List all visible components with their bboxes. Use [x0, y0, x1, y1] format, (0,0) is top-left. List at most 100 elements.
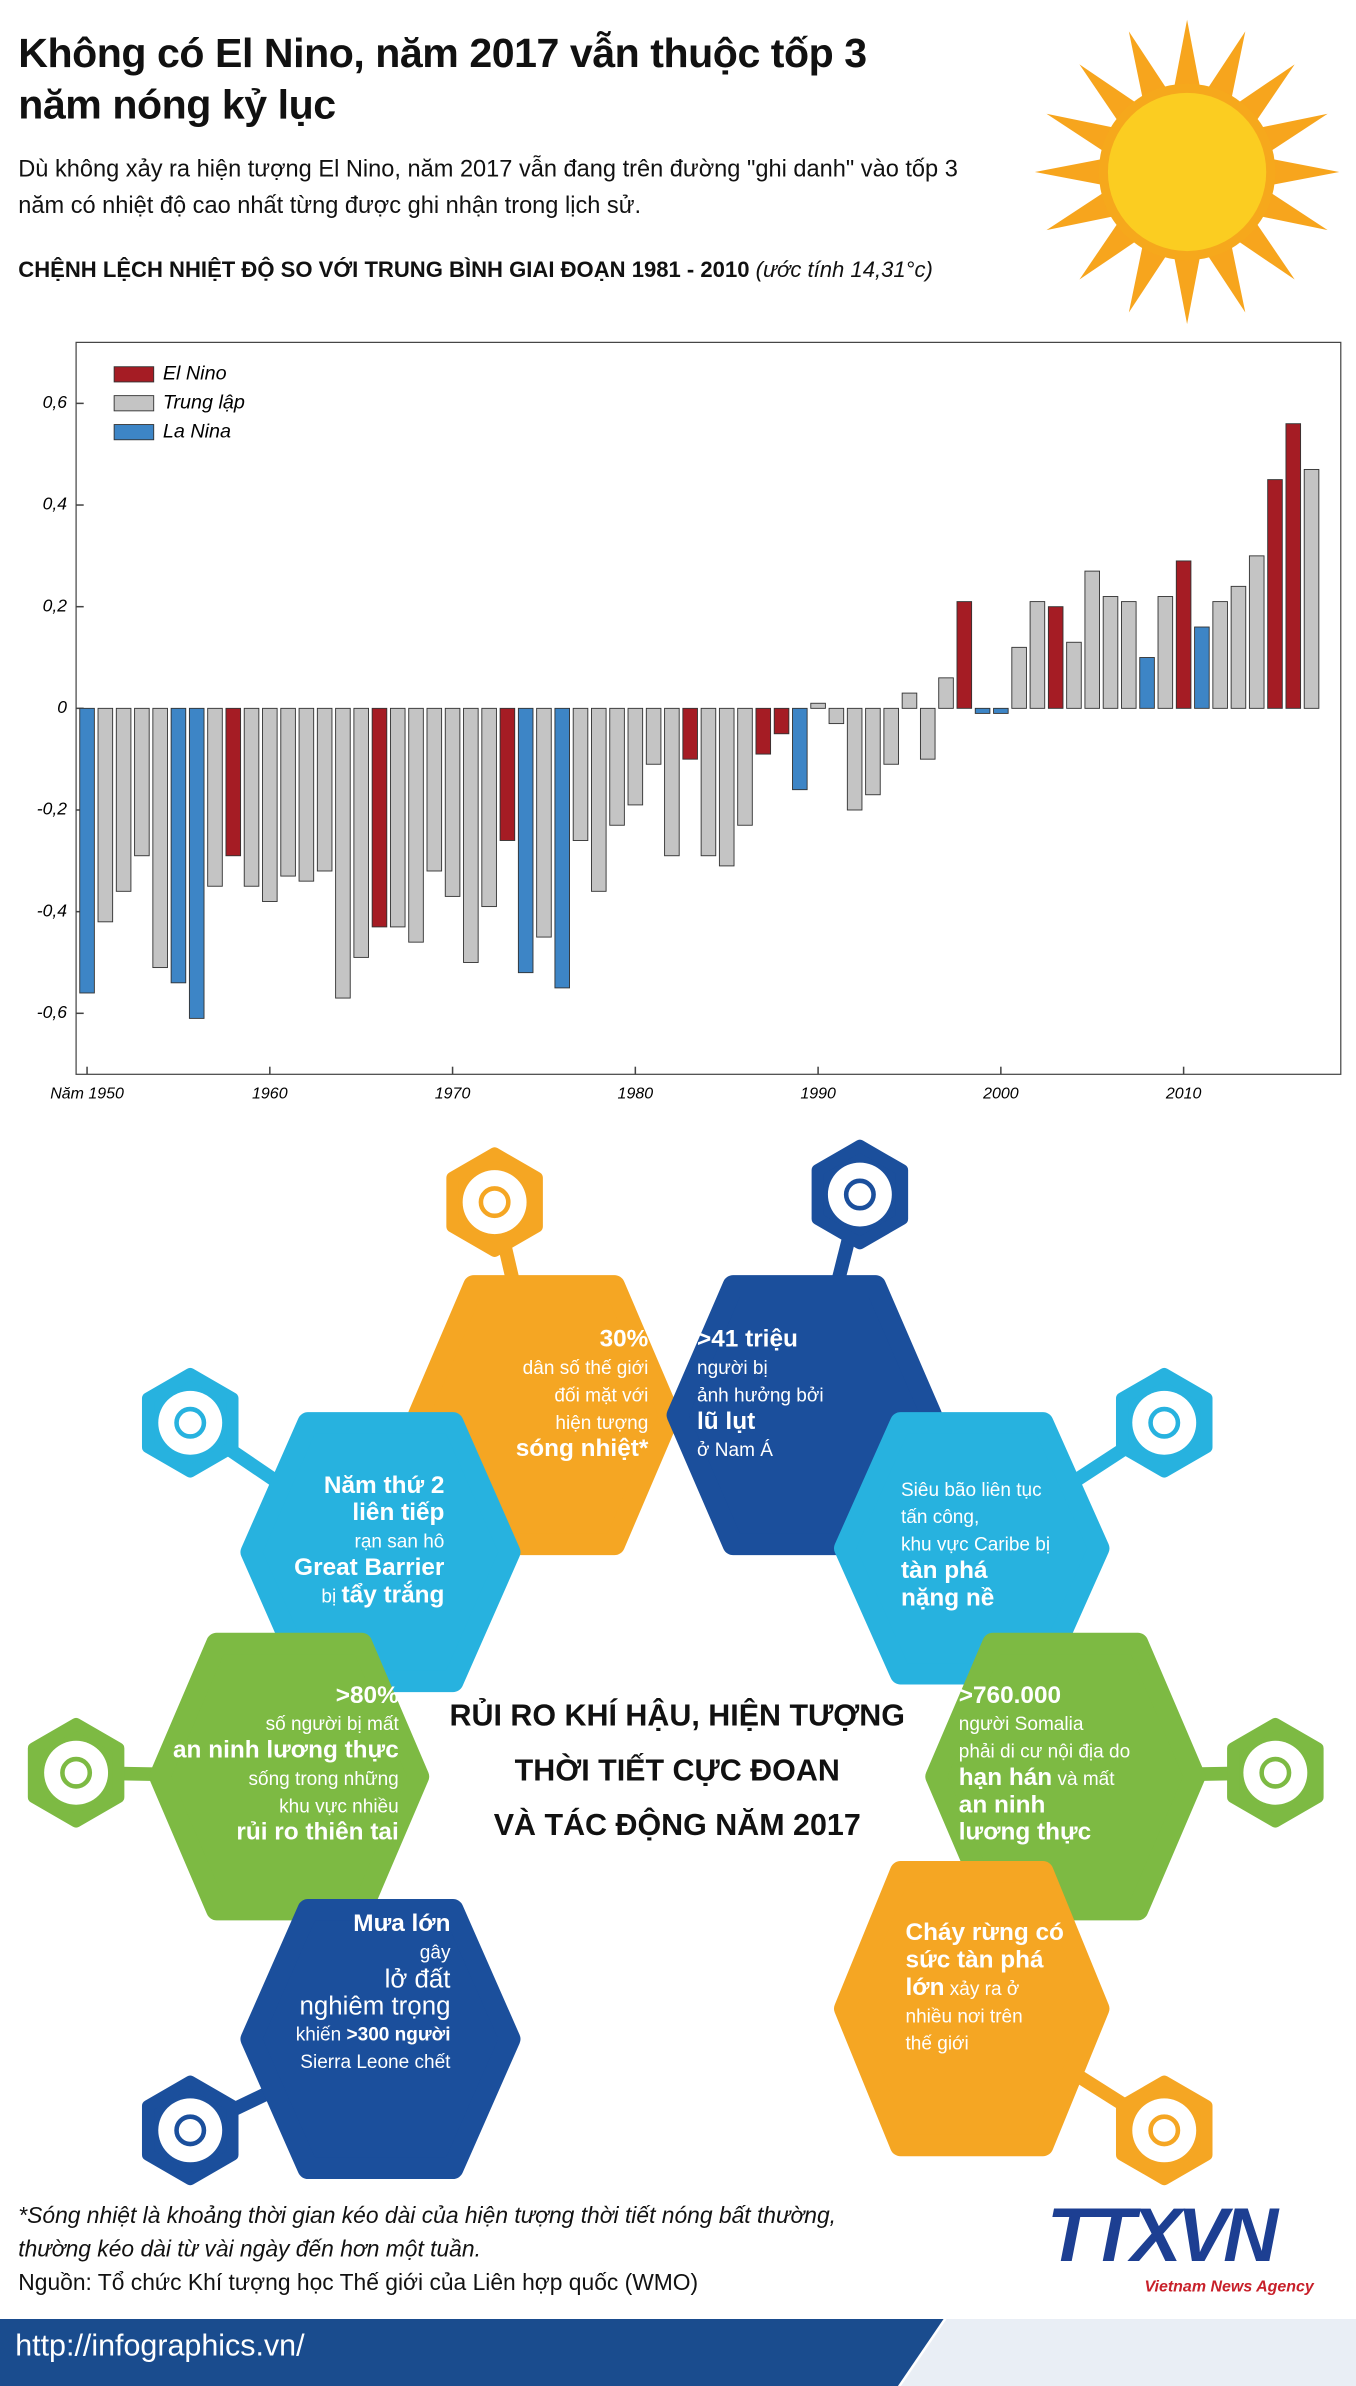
y-tick-label: 0,2 — [43, 595, 68, 615]
panel-bold: nặng nề — [900, 1585, 995, 1612]
bar — [371, 707, 388, 928]
icon-circle — [827, 1162, 892, 1227]
panel-line: gây — [419, 1941, 451, 1963]
sun-ray — [1173, 19, 1201, 90]
icon-glyph — [1148, 2114, 1181, 2147]
bar — [627, 707, 644, 806]
panel-line: ở Nam Á — [697, 1439, 773, 1461]
bar — [207, 707, 223, 887]
panel — [240, 1412, 521, 1693]
bar — [225, 707, 242, 857]
x-tick-label: Năm 1950 — [50, 1085, 124, 1102]
panel-line: dân số thế giới — [522, 1357, 649, 1379]
bar — [792, 707, 808, 791]
icon-glyph — [60, 1756, 93, 1789]
panel — [833, 1861, 1110, 2157]
y-tick-label: 0,4 — [43, 494, 68, 514]
bar — [591, 707, 607, 892]
panel-bold: sức tàn phá — [905, 1947, 1044, 1974]
source: Nguồn: Tổ chức Khí tượng học Thế giới củ… — [18, 2270, 699, 2297]
sun-ray — [1236, 220, 1295, 280]
panel-bold: an ninh — [958, 1792, 1046, 1819]
bar — [865, 707, 881, 796]
logo-subtitle: Vietnam News Agency — [1144, 2277, 1314, 2297]
panel-bold: an ninh lương thực — [173, 1737, 399, 1764]
legend-label: Trung lập — [163, 391, 245, 413]
panel-line: phải di cư nội địa do — [958, 1740, 1131, 1763]
panel-bold: Mưa lớn — [353, 1911, 451, 1938]
sun-ray — [1173, 254, 1201, 325]
logo: TTXVN — [1047, 2192, 1278, 2278]
chart-heading-text: CHỆNH LỆCH NHIỆT ĐỘ SO VỚI TRUNG BÌNH GI… — [18, 258, 750, 284]
chart-note: (ước tính 14,31°c) — [755, 258, 933, 284]
bar — [1194, 626, 1210, 709]
bar — [1230, 585, 1247, 709]
bar — [426, 707, 443, 872]
bar — [1084, 570, 1101, 709]
bar — [280, 707, 296, 877]
sun-ray — [1206, 31, 1246, 101]
panel-line: và mất — [1057, 1768, 1115, 1790]
panel-text: Cháy rừng có sức tàn phá lớn xảy ra ở nh… — [906, 1920, 1101, 2057]
icon-circle — [158, 1390, 223, 1455]
panel-line: ảnh hưởng bởi — [697, 1384, 824, 1407]
bar — [1285, 423, 1302, 709]
panel-bold: hạn hán — [958, 1765, 1053, 1792]
bar — [901, 692, 918, 709]
footer-band-light — [900, 2319, 1356, 2386]
sun-ray — [1258, 113, 1328, 153]
bar — [536, 707, 552, 938]
bar — [572, 707, 589, 841]
bar — [335, 707, 351, 999]
panel-line: xảy ra ở — [949, 1978, 1020, 2000]
bar — [1175, 560, 1192, 709]
footer-bar — [0, 2319, 1356, 2386]
panel-bold: >760.000 — [958, 1682, 1062, 1709]
sun-rays — [1034, 19, 1340, 325]
y-tick-label: 0 — [57, 697, 67, 717]
diagram — [27, 1139, 1324, 2186]
bar — [188, 707, 205, 1019]
center-line: VÀ TÁC ĐỘNG NĂM 2017 — [493, 1809, 861, 1843]
panel-text: Mưa lớn gây lở đất nghiêm trọng khiến >3… — [244, 1911, 451, 2075]
panel-bold: lũ lụt — [697, 1409, 756, 1435]
center-title: RỦI RO KHÍ HẬU, HIỆN TƯỢNG THỜI TIẾT CỰC… — [396, 1689, 959, 1853]
legend-swatch — [113, 424, 155, 441]
bar — [463, 707, 479, 963]
sun-ray — [1258, 191, 1328, 231]
x-tick-label: 1980 — [618, 1085, 654, 1102]
bar — [134, 707, 150, 857]
bar — [389, 707, 406, 928]
panel-line: Siêu bão liên tục — [900, 1479, 1042, 1501]
icon-glyph — [174, 1406, 207, 1439]
bar — [1066, 641, 1082, 709]
bar — [115, 707, 132, 892]
panel-text: >760.000 người Somalia phải di cư nội đị… — [959, 1683, 1190, 1847]
url: http://infographics.vn/ — [15, 2329, 305, 2364]
bar — [1139, 657, 1155, 709]
x-tick-label: 2010 — [1165, 1085, 1202, 1102]
bar — [664, 707, 680, 857]
bar — [1248, 555, 1265, 709]
x-tick-label: 1960 — [252, 1085, 288, 1102]
panel-bold: >300 người — [346, 2023, 451, 2046]
icon-circle — [158, 2098, 223, 2163]
bar — [718, 707, 735, 867]
icon-glyph — [1148, 1406, 1181, 1439]
footnote-line: thường kéo dài từ vài ngày đến hơn một t… — [18, 2236, 481, 2263]
panel-bold: tàn phá — [900, 1558, 988, 1585]
bar — [481, 707, 497, 908]
icon-circle — [1132, 2098, 1197, 2163]
bar — [700, 707, 717, 857]
legend-label: El Nino — [163, 363, 227, 385]
sun-ray — [1206, 243, 1246, 313]
sun-ray — [1034, 158, 1105, 186]
panel — [925, 1632, 1206, 1921]
panel-bold: lớn — [905, 1975, 945, 2002]
bar — [737, 707, 753, 826]
panel-line: hiện tượng — [555, 1412, 649, 1434]
panel-bold: >80% — [335, 1682, 399, 1709]
sun-ray — [1269, 158, 1340, 186]
bar — [316, 707, 333, 872]
